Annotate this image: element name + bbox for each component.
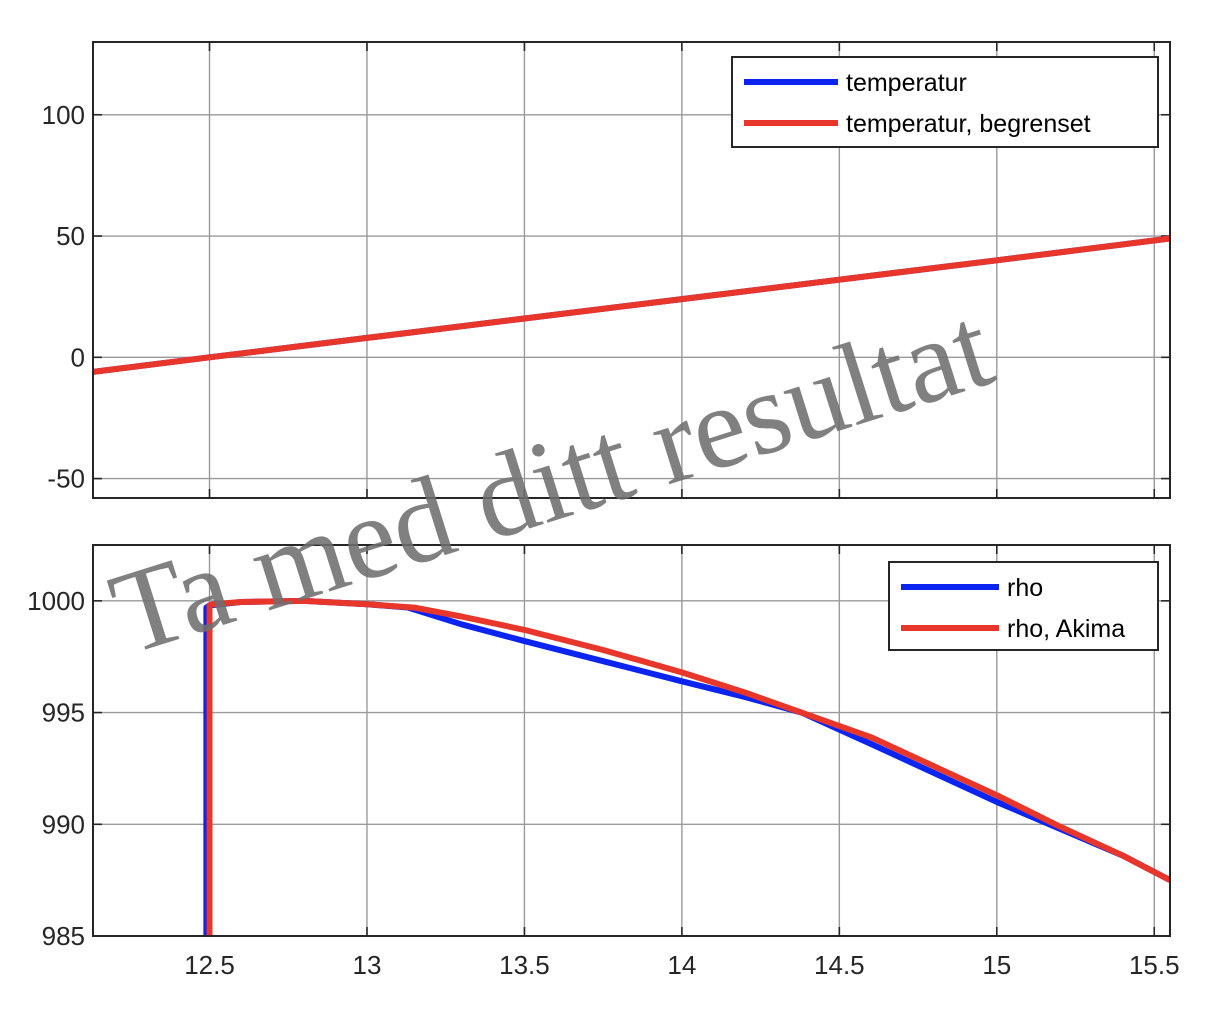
- legend-box: [731, 56, 1159, 148]
- x-tick-label: 13: [353, 950, 382, 980]
- legend-box: [888, 561, 1159, 651]
- series-line-red: [93, 235, 1170, 375]
- x-tick-label: 15: [982, 950, 1011, 980]
- x-tick-label: 13.5: [499, 950, 550, 980]
- y-tick-label: 985: [42, 921, 85, 951]
- y-tick-label: 995: [42, 698, 85, 728]
- legend: rho rho, Akima: [888, 561, 1159, 651]
- y-tick-label: -50: [47, 464, 85, 494]
- x-tick-label: 12.5: [184, 950, 235, 980]
- x-tick-label: 15.5: [1129, 950, 1180, 980]
- x-tick-label: 14: [667, 950, 696, 980]
- legend-label: rho, Akima: [1007, 615, 1125, 643]
- y-tick-label: 990: [42, 809, 85, 839]
- legend: temperatur temperatur, begrenset: [731, 56, 1159, 148]
- watermark-text: Ta med ditt resultat: [96, 280, 1006, 679]
- series-line-blue: [203, 597, 1170, 936]
- legend-label: rho: [1007, 574, 1043, 602]
- legend-label: temperatur, begrenset: [846, 110, 1091, 138]
- x-tick-label: 14.5: [814, 950, 865, 980]
- axes-frame: [92, 544, 1171, 937]
- y-tick-label: 1000: [27, 586, 85, 616]
- series-line-red: [206, 597, 1170, 936]
- y-tick-label: 100: [42, 100, 85, 130]
- axes-frame: [92, 41, 1171, 499]
- y-tick-label: 50: [56, 221, 85, 251]
- legend-label: temperatur: [846, 69, 967, 97]
- temperature-chart: -50 0 50 100 temperatur temperatur, begrenset: [42, 41, 1171, 499]
- y-tick-label: 0: [71, 342, 85, 372]
